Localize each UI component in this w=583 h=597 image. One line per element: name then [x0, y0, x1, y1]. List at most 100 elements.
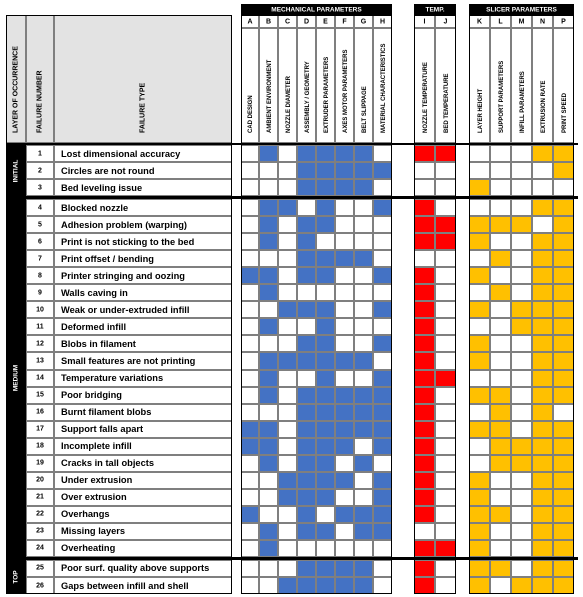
matrix-cell-20-F	[335, 471, 354, 489]
matrix-cell-14-L	[490, 369, 511, 387]
failure-number: 1	[38, 150, 42, 158]
failure-type: Support falls apart	[61, 424, 144, 435]
matrix-cell-11-E	[316, 318, 335, 336]
matrix-cell-20-M	[511, 471, 532, 489]
matrix-cell-4-L	[490, 199, 511, 217]
matrix-cell-2-L	[490, 162, 511, 180]
failure-number-cell: 23	[26, 522, 54, 540]
matrix-cell-13-E	[316, 352, 335, 370]
column-letter-text-N: N	[539, 18, 546, 25]
matrix-cell-14-G	[354, 369, 373, 387]
failure-number: 9	[38, 289, 42, 297]
left-header-block	[6, 15, 232, 143]
failure-type-cell: Poor bridging	[54, 386, 232, 404]
layer-separator	[6, 196, 578, 200]
matrix-cell-10-G	[354, 301, 373, 319]
matrix-cell-24-G	[354, 539, 373, 557]
failure-number: 16	[36, 408, 44, 416]
column-header-M: INFILL PARAMETERS	[511, 28, 532, 143]
group-border-temp	[414, 15, 456, 595]
failure-number-cell: 3	[26, 179, 54, 197]
column-letter-E: E	[316, 15, 335, 28]
matrix-cell-7-M	[511, 250, 532, 268]
matrix-cell-8-C	[278, 267, 297, 285]
failure-number-cell: 20	[26, 471, 54, 489]
matrix-cell-18-L	[490, 437, 511, 455]
failure-type-cell: Weak or under-extruded infill	[54, 301, 232, 319]
failure-type-cell: Under extrusion	[54, 471, 232, 489]
matrix-cell-9-E	[316, 284, 335, 302]
failure-number: 23	[36, 527, 44, 535]
matrix-cell-2-M	[511, 162, 532, 180]
matrix-cell-21-F	[335, 488, 354, 506]
matrix-cell-18-B	[259, 437, 278, 455]
matrix-cell-20-D	[297, 471, 316, 489]
failure-number-cell: 5	[26, 216, 54, 234]
matrix-cell-4-G	[354, 199, 373, 217]
matrix-cell-19-D	[297, 454, 316, 472]
matrix-cell-25-G	[354, 559, 373, 577]
matrix-cell-3-D	[297, 179, 316, 197]
matrix-cell-10-C	[278, 301, 297, 319]
matrix-cell-22-D	[297, 505, 316, 523]
group-label-text-slicer: SLICER PARAMETERS	[486, 6, 557, 13]
matrix-cell-18-N	[532, 437, 553, 455]
failure-type: Print is not sticking to the bed	[61, 236, 195, 247]
column-header-L: SUPPORT PARAMETERS	[490, 28, 511, 143]
matrix-cell-4-F	[335, 199, 354, 217]
group-label-temp: TEMP.	[414, 4, 456, 15]
matrix-cell-11-L	[490, 318, 511, 336]
matrix-cell-11-C	[278, 318, 297, 336]
failure-type: Under extrusion	[61, 475, 133, 486]
matrix-cell-6-E	[316, 233, 335, 251]
failure-type: Gaps between infill and shell	[61, 580, 189, 591]
column-header-C: NOZZLE DIAMETER	[278, 28, 297, 143]
column-letter-text-E: E	[323, 18, 328, 25]
matrix-cell-2-D	[297, 162, 316, 180]
matrix-cell-5-D	[297, 216, 316, 234]
matrix-cell-10-F	[335, 301, 354, 319]
matrix-cell-4-D	[297, 199, 316, 217]
matrix-cell-9-C	[278, 284, 297, 302]
matrix-cell-2-C	[278, 162, 297, 180]
column-letter-text-K: K	[476, 18, 483, 25]
column-letter-text-C: C	[284, 18, 291, 25]
failure-number-cell: 18	[26, 437, 54, 455]
matrix-cell-8-N	[532, 267, 553, 285]
matrix-cell-19-C	[278, 454, 297, 472]
matrix-cell-3-M	[511, 179, 532, 197]
failure-type: Small features are not printing	[61, 355, 196, 366]
failure-number: 8	[38, 272, 42, 280]
matrix-cell-1-F	[335, 145, 354, 163]
matrix-cell-3-F	[335, 179, 354, 197]
matrix-cell-24-M	[511, 539, 532, 557]
matrix-cell-22-M	[511, 505, 532, 523]
layer-block-top: TOP	[6, 559, 26, 595]
matrix-cell-4-M	[511, 199, 532, 217]
matrix-cell-12-E	[316, 335, 335, 353]
matrix-cell-7-B	[259, 250, 278, 268]
failure-number-cell: 19	[26, 454, 54, 472]
failure-number-cell: 17	[26, 420, 54, 438]
matrix-cell-8-M	[511, 267, 532, 285]
matrix-cell-17-L	[490, 420, 511, 438]
failure-type: Adhesion problem (warping)	[61, 219, 188, 230]
column-letter-D: D	[297, 15, 316, 28]
header-separator	[6, 143, 578, 145]
failure-number-cell: 22	[26, 505, 54, 523]
matrix-cell-16-L	[490, 403, 511, 421]
matrix-cell-21-C	[278, 488, 297, 506]
matrix-cell-4-N	[532, 199, 553, 217]
failure-number-cell: 1	[26, 145, 54, 163]
matrix-cell-7-G	[354, 250, 373, 268]
matrix-cell-16-D	[297, 403, 316, 421]
matrix-cell-6-C	[278, 233, 297, 251]
matrix-cell-15-G	[354, 386, 373, 404]
matrix-cell-1-B	[259, 145, 278, 163]
matrix-cell-3-N	[532, 179, 553, 197]
matrix-cell-10-N	[532, 301, 553, 319]
matrix-cell-8-B	[259, 267, 278, 285]
matrix-cell-24-L	[490, 539, 511, 557]
matrix-cell-11-B	[259, 318, 278, 336]
